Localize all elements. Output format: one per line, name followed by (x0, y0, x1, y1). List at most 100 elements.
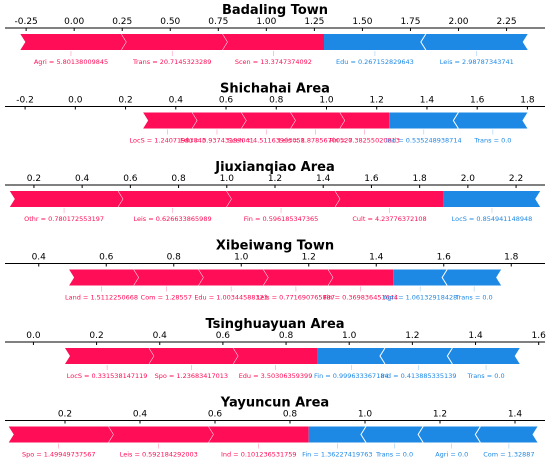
segment-divider (360, 426, 367, 443)
negative-feature-label: Fin = 1.36227419763 (302, 451, 372, 459)
positive-segment (340, 112, 390, 129)
tick-label: 0.6 (208, 410, 223, 420)
positive-segment (69, 269, 139, 286)
tick-label: 0.6 (219, 96, 234, 106)
tick-label: 0.00 (64, 17, 84, 27)
tick-label: 0.4 (32, 253, 47, 263)
tick-label: 0.0 (68, 96, 83, 106)
negative-feature-label: Edu = 0.267152829643 (336, 58, 414, 66)
positive-feature-label: Fin = 0.369836451644 (323, 294, 398, 302)
negative-feature-label: Agri = 1.06132918428 (383, 294, 457, 302)
positive-feature-label: Fin = 0.38255020813 (329, 137, 399, 145)
positive-segment (65, 348, 155, 364)
negative-feature-label: LocS = 0.854941148948 (452, 215, 533, 223)
positive-feature-label: Edu = 1.00344588323 (194, 294, 268, 302)
tick-label: 0.8 (167, 253, 182, 263)
panel-title: Tsinghuayuan Area (205, 317, 344, 332)
positive-feature-label: Spo = 1.23683417013 (155, 372, 229, 380)
panel-title: Jiuxianqiao Area (214, 160, 334, 175)
panel-title: Shichahai Area (220, 82, 330, 97)
tick-label: 1.8 (520, 96, 535, 106)
positive-segment (143, 112, 198, 129)
negative-segment (324, 34, 426, 50)
negative-segment (380, 348, 453, 364)
tick-label: 0.4 (169, 96, 184, 106)
tick-label: 1.2 (370, 96, 384, 106)
tick-label: 2.2 (509, 174, 523, 184)
positive-segment (233, 348, 318, 364)
positive-segment (20, 34, 127, 50)
tick-label: 1.4 (316, 174, 331, 184)
negative-segment (443, 191, 541, 207)
negative-feature-label: Trans = 0.0 (473, 137, 511, 145)
tick-label: 1.4 (420, 96, 435, 106)
tick-label: 0.0 (26, 331, 41, 341)
tick-label: 0.4 (153, 331, 168, 341)
negative-segment (389, 112, 459, 129)
tick-label: 1.00 (256, 17, 276, 27)
tick-label: 1.4 (508, 410, 523, 420)
positive-segment (226, 191, 341, 207)
positive-feature-label: Ind = 0.101236531759 (221, 451, 297, 459)
tick-label: 0.25 (112, 17, 132, 27)
tick-label: 1.50 (352, 17, 372, 27)
positive-feature-label: Cult = 4.23776372108 (352, 215, 426, 223)
positive-segment (121, 34, 228, 50)
tick-label: 1.2 (302, 253, 316, 263)
tick-label: 1.4 (369, 253, 384, 263)
tick-label: 1.25 (304, 17, 324, 27)
positive-feature-label: Othr = 0.780172553197 (24, 215, 104, 223)
negative-feature-label: Com = 1.32887 (483, 451, 534, 459)
negative-feature-label: Trans = 0.0 (375, 451, 413, 459)
positive-segment (133, 269, 204, 286)
positive-feature-label: Fin = 0.596185347365 (244, 215, 319, 223)
positive-segment (222, 34, 325, 50)
positive-segment (290, 112, 346, 129)
segment-divider (446, 347, 453, 365)
tick-label: 0.4 (75, 174, 90, 184)
positive-feature-label: Trans = 20.7145323289 (132, 58, 211, 66)
negative-segment (393, 269, 448, 286)
segment-divider (474, 426, 481, 443)
positive-feature-label: Spo = 1.49949737567 (22, 451, 96, 459)
tick-label: 1.8 (412, 174, 427, 184)
segment-divider (441, 269, 448, 286)
tick-label: 1.6 (437, 253, 452, 263)
positive-feature-label: Land = 1.5112250668 (65, 294, 138, 302)
tick-label: 0.2 (27, 174, 41, 184)
positive-segment (335, 191, 444, 207)
positive-segment (9, 191, 124, 207)
tick-label: 1.0 (319, 96, 334, 106)
tick-label: 1.6 (364, 174, 379, 184)
force-panel: Shichahai Area -0.2 0.0 0.2 0.4 0.6 0.8 1.0 1.2 1… (5, 82, 545, 145)
tick-label: 1.0 (358, 410, 373, 420)
positive-feature-label: Leis = 1.87856700527 (278, 137, 352, 145)
tick-label: 1.6 (532, 331, 547, 341)
tick-label: -0.25 (14, 17, 37, 27)
tick-label: 1.6 (470, 96, 485, 106)
force-panel: Badaling Town -0.25 0.00 0.25 0.50 0.75 1.00 1.… (5, 3, 545, 66)
force-panel: Jiuxianqiao Area 0.2 0.4 0.6 0.8 1.0 1.2 1.4 1.6… (5, 160, 545, 223)
positive-segment (328, 269, 394, 286)
tick-label: 0.4 (133, 410, 148, 420)
positive-segment (192, 112, 247, 129)
positive-segment (108, 426, 214, 443)
tick-label: 1.2 (405, 331, 419, 341)
negative-feature-label: Agri = 0.0 (435, 451, 468, 459)
tick-label: 2.0 (461, 174, 476, 184)
negative-feature-label: Fin = 0.999633367184 (314, 372, 389, 380)
positive-segment (263, 269, 334, 286)
tick-label: 0.8 (283, 410, 298, 420)
tick-label: 0.6 (99, 253, 114, 263)
segment-divider (452, 112, 459, 129)
negative-segment (308, 426, 366, 443)
force-panel: Xibeiwang Town 0.4 0.6 0.8 1.0 1.2 1.4 1.6 1.8 La… (5, 239, 545, 302)
negative-feature-label: Ind = 0.535248938714 (386, 137, 462, 145)
tick-label: 1.75 (400, 17, 420, 27)
force-panel: Yayuncun Area 0.2 0.4 0.6 0.8 1.0 1.2 1.4 Spo = … (5, 396, 545, 459)
tick-label: 0.50 (160, 17, 180, 27)
tick-label: 1.2 (433, 410, 447, 420)
positive-segment (198, 269, 269, 286)
tick-label: 0.8 (171, 174, 186, 184)
